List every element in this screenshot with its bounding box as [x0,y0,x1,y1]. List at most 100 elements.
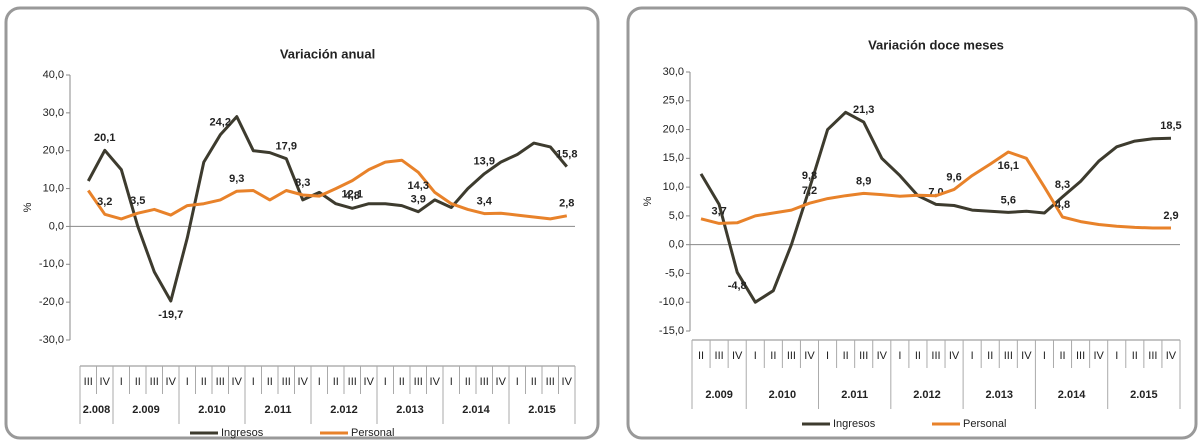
x-group-label: 2.010 [769,389,797,401]
x-group-label: 2.013 [985,389,1013,401]
y-axis-label: % [22,202,34,212]
x-tick-label: IV [1166,350,1177,362]
x-tick-label: I [826,350,829,362]
x-tick-label: II [770,350,776,362]
x-group-label: 2.009 [132,404,160,416]
x-tick-label: I [186,376,189,388]
legend-label: Ingresos [221,427,264,439]
x-tick-label: II [698,350,704,362]
data-label: 4,8 [1055,199,1070,211]
panel-right [626,6,1198,440]
x-tick-label: IV [804,350,815,362]
data-label: 3,9 [411,194,426,206]
data-label: 8,3 [1055,179,1070,191]
y-tick-label: 30,0 [663,66,684,78]
data-label: 14,3 [408,180,429,192]
x-tick-label: III [1148,350,1157,362]
x-tick-label: IV [232,376,243,388]
x-tick-label: II [531,376,537,388]
x-tick-label: I [120,376,123,388]
x-group-label: 2.015 [528,404,556,416]
series-line [87,158,568,221]
y-tick-label: 20,0 [43,145,64,157]
y-tick-label: -20,0 [39,296,64,308]
series-line [86,115,568,303]
x-tick-label: IV [364,376,375,388]
x-tick-label: IV [949,350,960,362]
x-tick-label: IV [100,376,111,388]
x-tick-label: IV [430,376,441,388]
y-tick-label: 15,0 [663,152,684,164]
x-group-label: 2.015 [1130,389,1158,401]
x-group-label: 2.008 [83,404,111,416]
data-label: 24,2 [210,117,231,129]
x-tick-label: I [754,350,757,362]
y-tick-label: 20,0 [663,123,684,135]
x-tick-label: IV [1093,350,1104,362]
x-group-label: 2.014 [462,404,490,416]
x-tick-label: III [931,350,940,362]
data-label: -19,7 [158,309,183,321]
data-label: 21,3 [853,104,874,116]
x-tick-label: II [201,376,207,388]
x-tick-label: I [898,350,901,362]
x-tick-label: III [150,376,159,388]
data-label: 9,6 [946,171,961,183]
chart-title: Variación doce meses [868,37,1004,52]
y-tick-label: 5,0 [669,210,684,222]
x-tick-label: IV [166,376,177,388]
x-tick-label: II [1132,350,1138,362]
x-group-label: 2.011 [841,389,868,401]
data-label: 12,1 [342,189,363,201]
legend-label: Ingresos [833,418,876,430]
x-tick-label: III [1076,350,1085,362]
x-tick-label: IV [298,376,309,388]
x-group-label: 2.012 [330,404,358,416]
series-line [699,110,1172,304]
y-tick-label: -10,0 [659,296,684,308]
y-tick-label: -15,0 [659,325,684,337]
data-label: 3,5 [130,195,145,207]
x-group-label: 2.013 [396,404,424,416]
y-tick-label: -10,0 [39,258,64,270]
y-tick-label: 0,0 [49,220,64,232]
x-group-label: 2.011 [265,404,292,416]
x-group-label: 2.014 [1058,389,1086,401]
data-label: 2,9 [1163,210,1178,222]
data-label: 9,8 [802,170,817,182]
x-tick-label: II [987,350,993,362]
y-tick-label: 25,0 [663,95,684,107]
data-label: 13,9 [474,156,495,168]
x-tick-label: III [216,376,225,388]
x-tick-label: III [348,376,357,388]
x-tick-label: I [971,350,974,362]
y-tick-label: 40,0 [43,69,64,81]
x-tick-label: II [915,350,921,362]
x-tick-label: III [1004,350,1013,362]
x-tick-label: II [465,376,471,388]
data-label: 9,3 [229,173,244,185]
x-tick-label: I [450,376,453,388]
data-label: 3,2 [97,196,112,208]
data-label: 7,2 [802,185,817,197]
x-tick-label: II [399,376,405,388]
x-tick-label: III [546,376,555,388]
data-label: 5,6 [1001,194,1016,206]
data-label: -4,8 [728,280,747,292]
chart-title: Variación anual [280,46,375,61]
x-tick-label: I [384,376,387,388]
data-label: 18,5 [1160,120,1181,132]
x-tick-label: I [318,376,321,388]
x-tick-label: II [267,376,273,388]
x-tick-label: IV [562,376,573,388]
x-tick-label: IV [1021,350,1032,362]
x-tick-label: III [414,376,423,388]
legend-label: Personal [351,427,394,439]
x-tick-label: III [282,376,291,388]
data-label: 4,8 [345,190,360,202]
x-tick-label: II [843,350,849,362]
y-tick-label: -5,0 [665,267,684,279]
x-tick-label: III [859,350,868,362]
x-tick-label: III [480,376,489,388]
